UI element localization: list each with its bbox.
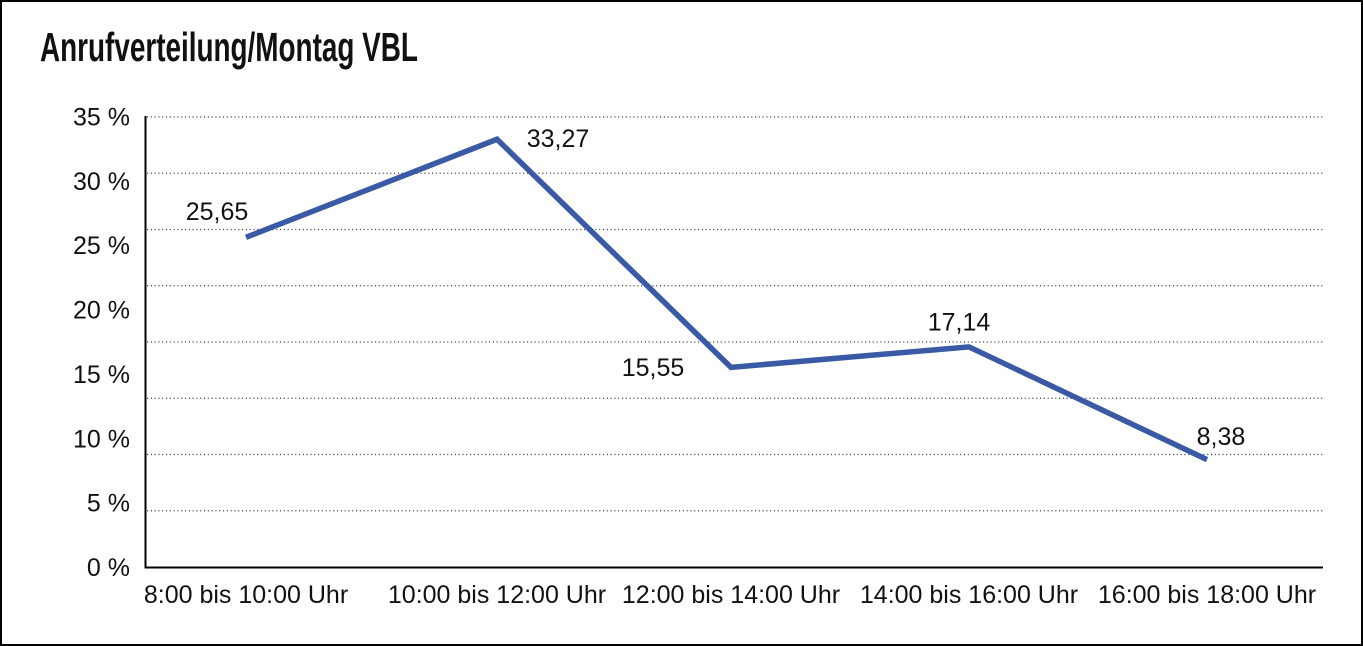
y-tick-label: 15 % xyxy=(73,361,130,389)
chart-title: Anrufverteilung/Montag VBL xyxy=(40,24,418,70)
y-tick-label: 5 % xyxy=(87,490,130,518)
axes xyxy=(144,116,1323,569)
x-tick-label: 16:00 bis 18:00 Uhr xyxy=(1098,581,1316,609)
y-tick-label: 0 % xyxy=(87,554,130,582)
value-label: 15,55 xyxy=(622,354,685,382)
y-tick-label: 10 % xyxy=(73,425,130,453)
y-tick-label: 30 % xyxy=(73,168,130,196)
value-label: 17,14 xyxy=(928,308,991,336)
value-label: 33,27 xyxy=(527,125,590,153)
x-tick-label: 8:00 bis 10:00 Uhr xyxy=(144,581,348,609)
x-tick-label: 14:00 bis 16:00 Uhr xyxy=(860,581,1078,609)
y-tick-label: 25 % xyxy=(73,232,130,260)
value-label: 25,65 xyxy=(186,198,249,226)
value-label: 8,38 xyxy=(1197,423,1246,451)
x-tick-label: 10:00 bis 12:00 Uhr xyxy=(388,581,606,609)
data-line xyxy=(244,136,1209,463)
x-tick-label: 12:00 bis 14:00 Uhr xyxy=(622,581,840,609)
y-tick-label: 20 % xyxy=(73,297,130,325)
y-tick-label: 35 % xyxy=(73,104,130,132)
